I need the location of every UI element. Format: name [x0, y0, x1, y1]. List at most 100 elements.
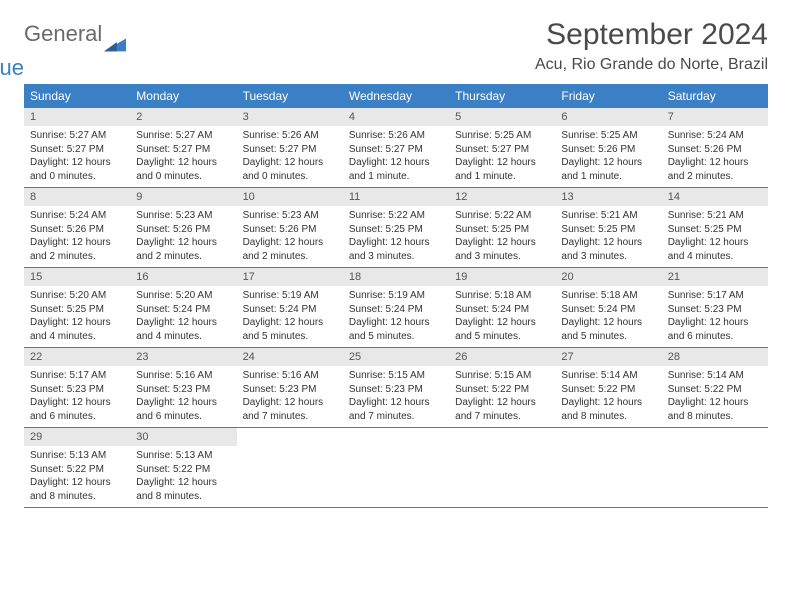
day-cell: 30Sunrise: 5:13 AMSunset: 5:22 PMDayligh… — [130, 428, 236, 507]
day-cell: 26Sunrise: 5:15 AMSunset: 5:22 PMDayligh… — [449, 348, 555, 427]
sunrise-line: Sunrise: 5:16 AM — [243, 369, 337, 383]
sunset-line: Sunset: 5:26 PM — [30, 223, 124, 237]
sunrise-line: Sunrise: 5:26 AM — [243, 129, 337, 143]
day-cell: 19Sunrise: 5:18 AMSunset: 5:24 PMDayligh… — [449, 268, 555, 347]
sunrise-line: Sunrise: 5:21 AM — [668, 209, 762, 223]
day-cell: 23Sunrise: 5:16 AMSunset: 5:23 PMDayligh… — [130, 348, 236, 427]
sunrise-line: Sunrise: 5:13 AM — [30, 449, 124, 463]
sunset-line: Sunset: 5:25 PM — [30, 303, 124, 317]
daylight-line: Daylight: 12 hours and 5 minutes. — [561, 316, 655, 343]
sunset-line: Sunset: 5:27 PM — [243, 143, 337, 157]
day-body: Sunrise: 5:24 AMSunset: 5:26 PMDaylight:… — [662, 126, 768, 187]
sunset-line: Sunset: 5:23 PM — [30, 383, 124, 397]
day-cell — [237, 428, 343, 507]
day-number: 28 — [662, 348, 768, 366]
weekday-thursday: Thursday — [449, 84, 555, 108]
day-number: 5 — [449, 108, 555, 126]
day-cell: 1Sunrise: 5:27 AMSunset: 5:27 PMDaylight… — [24, 108, 130, 187]
daylight-line: Daylight: 12 hours and 3 minutes. — [349, 236, 443, 263]
day-cell: 15Sunrise: 5:20 AMSunset: 5:25 PMDayligh… — [24, 268, 130, 347]
day-cell: 29Sunrise: 5:13 AMSunset: 5:22 PMDayligh… — [24, 428, 130, 507]
daylight-line: Daylight: 12 hours and 3 minutes. — [455, 236, 549, 263]
day-cell: 24Sunrise: 5:16 AMSunset: 5:23 PMDayligh… — [237, 348, 343, 427]
day-body: Sunrise: 5:25 AMSunset: 5:27 PMDaylight:… — [449, 126, 555, 187]
sunrise-line: Sunrise: 5:21 AM — [561, 209, 655, 223]
daylight-line: Daylight: 12 hours and 0 minutes. — [30, 156, 124, 183]
day-cell: 14Sunrise: 5:21 AMSunset: 5:25 PMDayligh… — [662, 188, 768, 267]
sunrise-line: Sunrise: 5:23 AM — [243, 209, 337, 223]
daylight-line: Daylight: 12 hours and 1 minute. — [349, 156, 443, 183]
daylight-line: Daylight: 12 hours and 8 minutes. — [668, 396, 762, 423]
day-body: Sunrise: 5:22 AMSunset: 5:25 PMDaylight:… — [343, 206, 449, 267]
day-number: 18 — [343, 268, 449, 286]
sunset-line: Sunset: 5:24 PM — [136, 303, 230, 317]
sunrise-line: Sunrise: 5:20 AM — [30, 289, 124, 303]
day-cell: 13Sunrise: 5:21 AMSunset: 5:25 PMDayligh… — [555, 188, 661, 267]
day-number: 25 — [343, 348, 449, 366]
sunset-line: Sunset: 5:23 PM — [668, 303, 762, 317]
day-cell: 10Sunrise: 5:23 AMSunset: 5:26 PMDayligh… — [237, 188, 343, 267]
daylight-line: Daylight: 12 hours and 1 minute. — [561, 156, 655, 183]
day-body: Sunrise: 5:14 AMSunset: 5:22 PMDaylight:… — [555, 366, 661, 427]
daylight-line: Daylight: 12 hours and 1 minute. — [455, 156, 549, 183]
day-body: Sunrise: 5:23 AMSunset: 5:26 PMDaylight:… — [237, 206, 343, 267]
day-number: 17 — [237, 268, 343, 286]
sunset-line: Sunset: 5:27 PM — [30, 143, 124, 157]
sunrise-line: Sunrise: 5:25 AM — [455, 129, 549, 143]
day-cell — [662, 428, 768, 507]
day-cell: 18Sunrise: 5:19 AMSunset: 5:24 PMDayligh… — [343, 268, 449, 347]
day-number: 13 — [555, 188, 661, 206]
daylight-line: Daylight: 12 hours and 6 minutes. — [30, 396, 124, 423]
daylight-line: Daylight: 12 hours and 7 minutes. — [455, 396, 549, 423]
weekday-header: SundayMondayTuesdayWednesdayThursdayFrid… — [24, 84, 768, 108]
sunset-line: Sunset: 5:23 PM — [349, 383, 443, 397]
weekday-wednesday: Wednesday — [343, 84, 449, 108]
sunset-line: Sunset: 5:23 PM — [136, 383, 230, 397]
day-body: Sunrise: 5:26 AMSunset: 5:27 PMDaylight:… — [237, 126, 343, 187]
day-number: 15 — [24, 268, 130, 286]
daylight-line: Daylight: 12 hours and 5 minutes. — [349, 316, 443, 343]
sunset-line: Sunset: 5:24 PM — [561, 303, 655, 317]
sunset-line: Sunset: 5:22 PM — [30, 463, 124, 477]
day-cell: 2Sunrise: 5:27 AMSunset: 5:27 PMDaylight… — [130, 108, 236, 187]
sunset-line: Sunset: 5:27 PM — [136, 143, 230, 157]
day-number: 11 — [343, 188, 449, 206]
day-body: Sunrise: 5:25 AMSunset: 5:26 PMDaylight:… — [555, 126, 661, 187]
week-row: 1Sunrise: 5:27 AMSunset: 5:27 PMDaylight… — [24, 108, 768, 188]
sunset-line: Sunset: 5:22 PM — [668, 383, 762, 397]
sunrise-line: Sunrise: 5:22 AM — [455, 209, 549, 223]
header: General Blue September 2024 Acu, Rio Gra… — [24, 18, 768, 74]
day-number: 23 — [130, 348, 236, 366]
day-number: 19 — [449, 268, 555, 286]
weekday-saturday: Saturday — [662, 84, 768, 108]
daylight-line: Daylight: 12 hours and 5 minutes. — [243, 316, 337, 343]
day-body: Sunrise: 5:13 AMSunset: 5:22 PMDaylight:… — [24, 446, 130, 507]
weekday-friday: Friday — [555, 84, 661, 108]
sunrise-line: Sunrise: 5:16 AM — [136, 369, 230, 383]
logo-word2: Blue — [0, 58, 58, 78]
daylight-line: Daylight: 12 hours and 4 minutes. — [30, 316, 124, 343]
sunrise-line: Sunrise: 5:25 AM — [561, 129, 655, 143]
day-body: Sunrise: 5:23 AMSunset: 5:26 PMDaylight:… — [130, 206, 236, 267]
day-number: 20 — [555, 268, 661, 286]
sunset-line: Sunset: 5:22 PM — [561, 383, 655, 397]
sunrise-line: Sunrise: 5:24 AM — [30, 209, 124, 223]
daylight-line: Daylight: 12 hours and 2 minutes. — [136, 236, 230, 263]
sunset-line: Sunset: 5:26 PM — [668, 143, 762, 157]
daylight-line: Daylight: 12 hours and 6 minutes. — [668, 316, 762, 343]
day-number — [449, 428, 555, 434]
logo: General Blue — [24, 18, 126, 64]
day-number — [237, 428, 343, 434]
day-body: Sunrise: 5:20 AMSunset: 5:25 PMDaylight:… — [24, 286, 130, 347]
sunrise-line: Sunrise: 5:15 AM — [455, 369, 549, 383]
day-number — [555, 428, 661, 434]
sunset-line: Sunset: 5:22 PM — [136, 463, 230, 477]
sunrise-line: Sunrise: 5:17 AM — [668, 289, 762, 303]
logo-triangle-icon — [104, 36, 126, 52]
sunset-line: Sunset: 5:23 PM — [243, 383, 337, 397]
day-body: Sunrise: 5:22 AMSunset: 5:25 PMDaylight:… — [449, 206, 555, 267]
day-body: Sunrise: 5:27 AMSunset: 5:27 PMDaylight:… — [24, 126, 130, 187]
sunrise-line: Sunrise: 5:14 AM — [561, 369, 655, 383]
sunset-line: Sunset: 5:26 PM — [243, 223, 337, 237]
day-body: Sunrise: 5:26 AMSunset: 5:27 PMDaylight:… — [343, 126, 449, 187]
